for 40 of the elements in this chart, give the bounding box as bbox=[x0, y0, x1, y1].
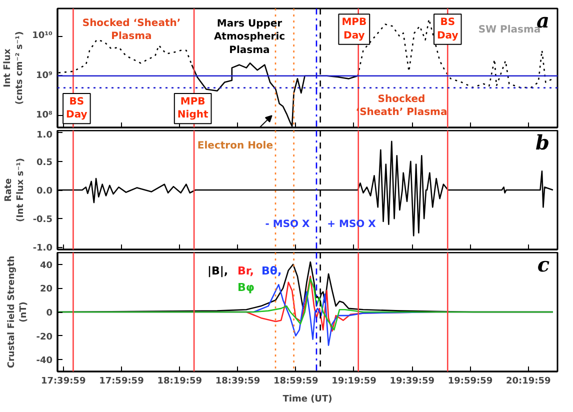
y-tick-label: -20 bbox=[36, 332, 53, 342]
y-axis-title: Int Flux (cnts cm⁻² s⁻¹) bbox=[3, 31, 26, 105]
x-tick-label: 20:19:59 bbox=[506, 376, 551, 386]
y-tick-label: 40 bbox=[40, 260, 53, 271]
x-tick-label: 19:59:59 bbox=[448, 376, 493, 386]
annotation: MPB Night bbox=[177, 96, 208, 121]
annotation: Shocked ‘Sheath’ Plasma bbox=[82, 18, 181, 42]
y-tick-label: 10⁹ bbox=[36, 70, 53, 81]
y-axis-title: Crustal Field Strength (nT) bbox=[7, 256, 30, 368]
x-tick-label: 19:19:59 bbox=[332, 376, 376, 386]
annotation: MPB Day bbox=[342, 17, 367, 42]
text: |B|, bbox=[208, 264, 228, 278]
y-tick-label: 10⁸ bbox=[36, 110, 53, 121]
y-tick-label: 10¹⁰ bbox=[32, 31, 53, 42]
x-tick-label: 18:19:59 bbox=[157, 376, 202, 386]
annotation: BS Day bbox=[66, 96, 88, 121]
y-axis-title: Rate (Int Flux s⁻¹) bbox=[4, 158, 26, 222]
y-tick-label: -40 bbox=[36, 356, 53, 366]
annotation: - MSO X bbox=[265, 219, 310, 230]
y-tick-label: -0.5 bbox=[32, 215, 53, 226]
annotation: Electron Hole bbox=[197, 140, 274, 152]
y-tick-label: 0 bbox=[46, 308, 53, 318]
x-tick-label: 19:39:59 bbox=[390, 376, 435, 386]
y-tick-label: 0.0 bbox=[36, 186, 53, 196]
series-label: Bθ, bbox=[262, 264, 282, 278]
annotation: BS Day bbox=[437, 17, 459, 42]
y-tick-label: 20 bbox=[40, 284, 53, 295]
x-tick-label: 18:59:59 bbox=[273, 376, 318, 386]
y-tick-label: 1.0 bbox=[36, 130, 53, 140]
y-tick-label: -1.0 bbox=[32, 244, 53, 254]
y-tick-label: 0.5 bbox=[36, 158, 53, 168]
annotation: b bbox=[536, 130, 550, 154]
x-tick-label: 18:39:59 bbox=[215, 376, 260, 386]
annotation: Mars Upper Atmospheric Plasma bbox=[214, 18, 286, 56]
x-tick-label: 17:59:59 bbox=[99, 376, 144, 386]
x-axis-title: Time (UT) bbox=[282, 394, 332, 404]
series-label: Bφ bbox=[238, 281, 254, 294]
annotation: c bbox=[537, 252, 550, 276]
x-tick-label: 17:39:59 bbox=[40, 376, 86, 386]
text: Br, bbox=[238, 264, 254, 278]
